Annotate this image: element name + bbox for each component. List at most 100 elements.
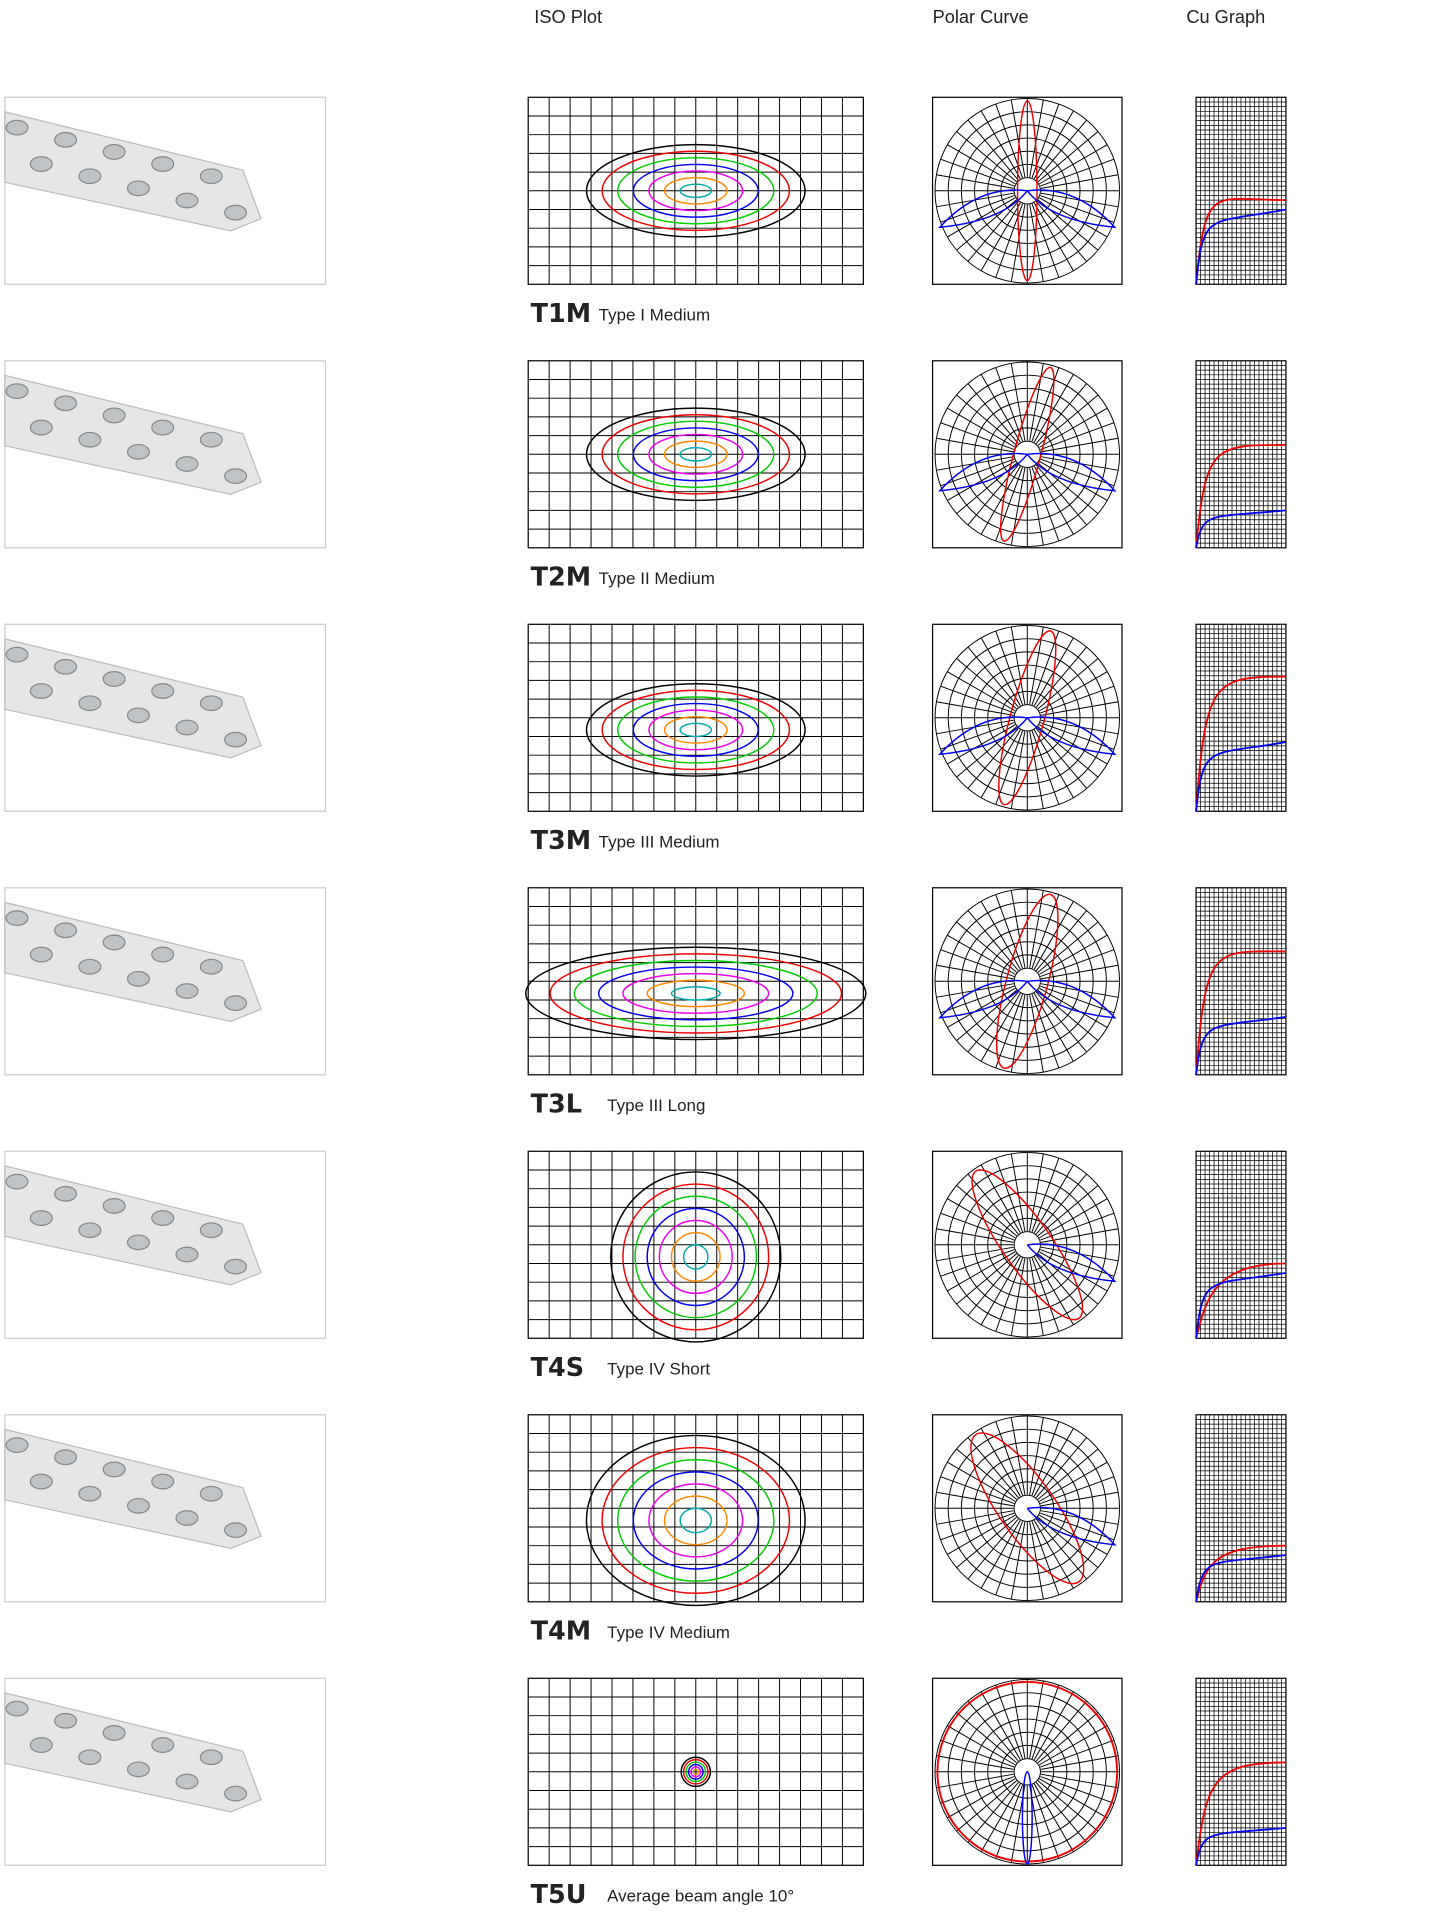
iso-plot [527,623,864,812]
polar-spoke [1040,1776,1115,1804]
lens-bump [175,1246,199,1263]
lens-bump [151,1210,175,1226]
row-code: T4S [531,1353,585,1383]
polar-spoke [1031,894,1060,969]
polar-spoke [1039,1725,1108,1766]
iso-plot [527,1677,864,1866]
iso-contour [616,157,775,225]
polar-spoke [1029,1258,1044,1336]
lens-bump [224,1522,248,1539]
polar-spoke [947,1778,1016,1819]
polar-spoke [940,1476,1015,1505]
polar-spoke [980,1164,1021,1234]
iso-contour [525,946,867,1041]
polar-spoke [967,1782,1019,1843]
lens-bump [126,443,150,460]
lens-bump [29,946,53,963]
polar-spoke [1031,1521,1060,1596]
row-description: Type II Medium [599,569,715,588]
lens-bump [78,1222,102,1239]
row-description: Type IV Short [607,1360,710,1379]
lens-bump [54,395,78,412]
iso-contour [679,722,713,738]
iso-contour [663,716,728,744]
polar-spoke [1033,110,1074,180]
polar-spoke [956,1780,1017,1832]
polar-spoke [956,658,1017,710]
iso-contour [585,143,806,238]
lens-image [4,887,327,1076]
lens-bump [78,1485,102,1502]
iso-contour [585,1434,806,1607]
polar-spoke [1040,1491,1119,1507]
polar-spoke [936,437,1014,453]
iso-contour [679,446,713,462]
cu-graph [1195,1677,1287,1866]
polar-spoke [1029,467,1044,546]
row-code: T3M [531,826,592,856]
polar-spoke [1040,1512,1115,1541]
polar-spoke [1033,202,1074,271]
polar-spoke [947,724,1016,765]
header-polar: Polar Curve [933,7,1029,27]
polar-spoke [940,1776,1015,1804]
polar-ring [1013,1231,1041,1259]
polar-spoke [1031,1257,1060,1332]
polar-blue [938,452,1117,492]
polar-spoke [995,1257,1024,1332]
cu-red [1195,675,1286,812]
iso-contour [648,709,744,751]
polar-spoke [967,464,1019,526]
row-code: T3L [531,1089,582,1119]
polar-spoke [967,910,1019,971]
lens-bump [5,646,29,663]
polar-red [936,1680,1119,1863]
polar-spoke [980,1520,1021,1589]
lens-bump [29,1737,53,1753]
polar-spoke [1031,630,1060,705]
iso-contour [616,696,775,764]
header-iso: ISO Plot [534,7,602,27]
lens-bump [102,1198,126,1214]
polar-spoke [1037,131,1099,183]
polar-spoke [967,991,1019,1053]
iso-contour [680,1756,712,1788]
polar-spoke [1035,910,1087,971]
polar-spoke [1039,1198,1108,1239]
lens-bump [5,1173,29,1190]
polar-spoke [967,1518,1019,1580]
polar-spoke [980,202,1021,271]
polar-spoke [1040,158,1115,187]
polar-spoke [940,158,1015,187]
polar-spoke [1039,934,1108,975]
iso-contour [685,1761,707,1783]
polar-spoke [1040,422,1115,451]
polar-spoke [1035,1782,1087,1843]
iso-contour [658,1219,733,1295]
polar-spoke [1033,729,1074,798]
polar-spoke [967,728,1019,789]
lens-bump [78,958,102,975]
polar-spoke [1037,658,1099,710]
polar-spoke [936,701,1014,716]
polar-spoke [940,458,1015,487]
polar-spoke [956,131,1017,183]
polar-spoke [1010,994,1026,1073]
polar-curve [931,887,1123,1076]
iso-contour [616,1458,775,1582]
polar-spoke [936,1491,1014,1507]
polar-spoke [1040,195,1115,223]
iso-contour [549,953,843,1034]
polar-spoke [940,1212,1015,1241]
polar-spoke [1010,890,1026,968]
polar-spoke [1035,991,1087,1053]
lens-image [4,1677,327,1866]
polar-spoke [956,1253,1017,1305]
polar-spoke [1040,1755,1119,1770]
polar-spoke [995,1157,1024,1232]
lens-bump [102,934,126,951]
cu-graph [1195,623,1287,812]
polar-spoke [947,144,1016,185]
polar-spoke [1035,1437,1087,1498]
